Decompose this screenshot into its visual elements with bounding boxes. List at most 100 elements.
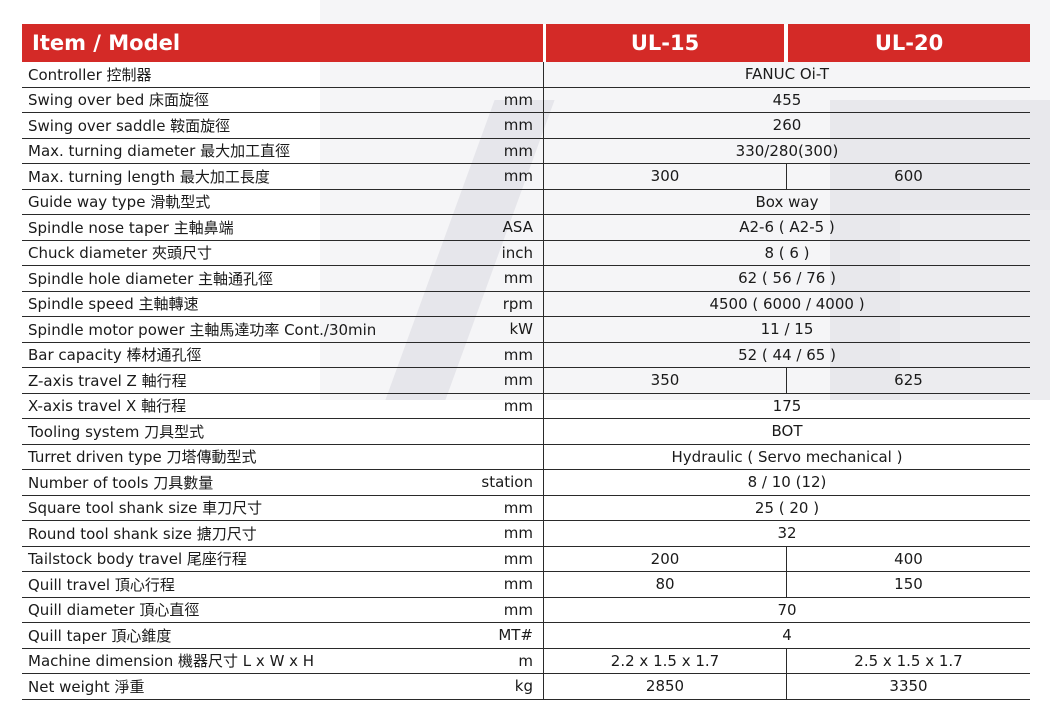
table-row: Quill travel 頂心行程 mm 80 150 (22, 572, 1030, 598)
table-row: Spindle nose taper 主軸鼻端 ASA A2-6 ( A2-5 ) (22, 215, 1030, 241)
spec-value-ul15: 2850 (544, 674, 787, 699)
spec-value-shared: 32 (777, 524, 797, 543)
spec-values: FANUC Oi-T (543, 62, 1030, 87)
spec-label: Round tool shank size 搪刀尺寸 (28, 524, 257, 543)
spec-values: 300 600 (543, 164, 1030, 189)
spec-label: Guide way type 滑軌型式 (28, 193, 211, 212)
spec-unit: mm (503, 345, 533, 364)
spec-label: Machine dimension 機器尺寸 L x W x H (28, 652, 315, 671)
spec-unit: mm (503, 90, 533, 109)
spec-values: 260 (543, 113, 1030, 138)
table-row: Quill taper 頂心錐度 MT# 4 (22, 623, 1030, 649)
spec-unit: mm (503, 575, 533, 594)
spec-values: 200 400 (543, 546, 1030, 571)
spec-values: 11 / 15 (543, 317, 1030, 342)
spec-value-shared: 4500 ( 6000 / 4000 ) (709, 294, 865, 313)
spec-unit: station (481, 473, 533, 492)
spec-value-ul15: 300 (544, 164, 787, 189)
spec-label: Spindle hole diameter 主軸通孔徑 (28, 269, 274, 288)
spec-label: Max. turning length 最大加工長度 (28, 167, 270, 186)
table-row: Net weight 淨重 kg 2850 3350 (22, 674, 1030, 700)
table-row: X-axis travel X 軸行程 mm 175 (22, 393, 1030, 419)
spec-label: X-axis travel X 軸行程 (28, 397, 187, 416)
spec-values: 8 / 10 (12) (543, 470, 1030, 495)
table-row: Max. turning length 最大加工長度 mm 300 600 (22, 164, 1030, 190)
table-row: Swing over saddle 鞍面旋徑 mm 260 (22, 113, 1030, 139)
table-row: Spindle motor power 主軸馬達功率 Cont./30min kW… (22, 317, 1030, 343)
table-row: Z-axis travel Z 軸行程 mm 350 625 (22, 368, 1030, 394)
spec-unit: MT# (498, 626, 533, 645)
spec-unit: kW (509, 320, 533, 339)
table-body: Controller 控制器 FANUC Oi-T Swing over bed 床… (22, 62, 1030, 700)
table-row: Square tool shank size 車刀尺寸 mm 25 ( 20 ) (22, 495, 1030, 521)
spec-label: Swing over bed 床面旋徑 (28, 91, 210, 110)
spec-unit: mm (503, 600, 533, 619)
table-row: Tailstock body travel 尾座行程 mm 200 400 (22, 546, 1030, 572)
spec-label: Quill diameter 頂心直徑 (28, 601, 200, 620)
spec-unit: mm (503, 396, 533, 415)
spec-unit: mm (503, 141, 533, 160)
spec-value-shared: 70 (777, 600, 797, 619)
spec-values: 4500 ( 6000 / 4000 ) (543, 291, 1030, 316)
table-row: Chuck diameter 夾頭尺寸 inch 8 ( 6 ) (22, 240, 1030, 266)
header-item-model: Item / Model (22, 24, 543, 62)
spec-value-ul20: 600 (894, 167, 923, 186)
spec-label: Spindle nose taper 主軸鼻端 (28, 218, 234, 237)
spec-unit: m (518, 651, 533, 670)
spec-value-ul15: 2.2 x 1.5 x 1.7 (544, 648, 787, 673)
spec-unit: ASA (502, 218, 533, 237)
spec-unit: mm (503, 371, 533, 390)
spec-unit: mm (503, 524, 533, 543)
table-row: Max. turning diameter 最大加工直徑 mm 330/280(30… (22, 138, 1030, 164)
spec-value-shared: FANUC Oi-T (744, 65, 830, 84)
spec-label: Spindle speed 主軸轉速 (28, 295, 199, 314)
spec-values: BOT (543, 419, 1030, 444)
spec-unit: mm (503, 167, 533, 186)
spec-label: Bar capacity 棒材通孔徑 (28, 346, 202, 365)
spec-values: A2-6 ( A2-5 ) (543, 215, 1030, 240)
table-row: Swing over bed 床面旋徑 mm 455 (22, 87, 1030, 113)
spec-value-ul15: 80 (544, 572, 787, 597)
spec-value-shared: 52 ( 44 / 65 ) (738, 345, 836, 364)
table-row: Spindle hole diameter 主軸通孔徑 mm 62 ( 56 / 7… (22, 266, 1030, 292)
spec-values: 330/280(300) (543, 138, 1030, 163)
spec-value-shared: 330/280(300) (735, 141, 839, 160)
table-row: Round tool shank size 搪刀尺寸 mm 32 (22, 521, 1030, 547)
table-row: Tooling system 刀具型式 BOT (22, 419, 1030, 445)
table-row: Controller 控制器 FANUC Oi-T (22, 62, 1030, 88)
spec-label: Controller 控制器 (28, 65, 152, 84)
spec-values: 2850 3350 (543, 674, 1030, 699)
spec-label: Swing over saddle 鞍面旋徑 (28, 116, 231, 135)
spec-label: Turret driven type 刀塔傳動型式 (28, 448, 257, 467)
spec-value-shared: 175 (772, 396, 802, 415)
spec-values: 62 ( 56 / 76 ) (543, 266, 1030, 291)
header-divider (543, 24, 546, 62)
spec-value-ul15: 350 (544, 368, 787, 393)
spec-value-ul15: 200 (544, 546, 787, 571)
spec-unit: mm (503, 549, 533, 568)
spec-value-shared: 8 ( 6 ) (764, 243, 810, 262)
spec-value-shared: 260 (772, 116, 802, 135)
spec-values: 52 ( 44 / 65 ) (543, 342, 1030, 367)
spec-unit: kg (514, 677, 533, 696)
spec-value-ul20: 2.5 x 1.5 x 1.7 (854, 651, 963, 670)
spec-unit: mm (503, 498, 533, 517)
spec-values: 4 (543, 623, 1030, 648)
spec-value-shared: Box way (755, 192, 819, 211)
spec-label: Z-axis travel Z 軸行程 (28, 371, 187, 390)
table-row: Turret driven type 刀塔傳動型式 Hydraulic ( Ser… (22, 444, 1030, 470)
spec-value-shared: Hydraulic ( Servo mechanical ) (671, 447, 903, 466)
table-row: Guide way type 滑軌型式 Box way (22, 189, 1030, 215)
spec-value-shared: BOT (771, 422, 803, 441)
spec-label: Quill travel 頂心行程 (28, 575, 175, 594)
table-row: Spindle speed 主軸轉速 rpm 4500 ( 6000 / 4000 … (22, 291, 1030, 317)
spec-value-ul20: 150 (894, 575, 923, 594)
spec-value-ul20: 400 (894, 549, 923, 568)
spec-unit: mm (503, 116, 533, 135)
spec-values: 8 ( 6 ) (543, 240, 1030, 265)
header-divider (784, 24, 788, 62)
spec-value-shared: 11 / 15 (760, 320, 814, 339)
spec-value-ul20: 3350 (889, 677, 928, 696)
spec-label: Quill taper 頂心錐度 (28, 626, 172, 645)
